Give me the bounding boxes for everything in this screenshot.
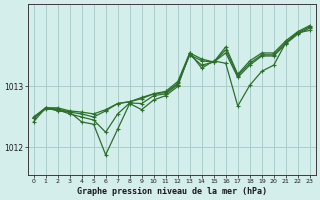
X-axis label: Graphe pression niveau de la mer (hPa): Graphe pression niveau de la mer (hPa)	[77, 187, 267, 196]
